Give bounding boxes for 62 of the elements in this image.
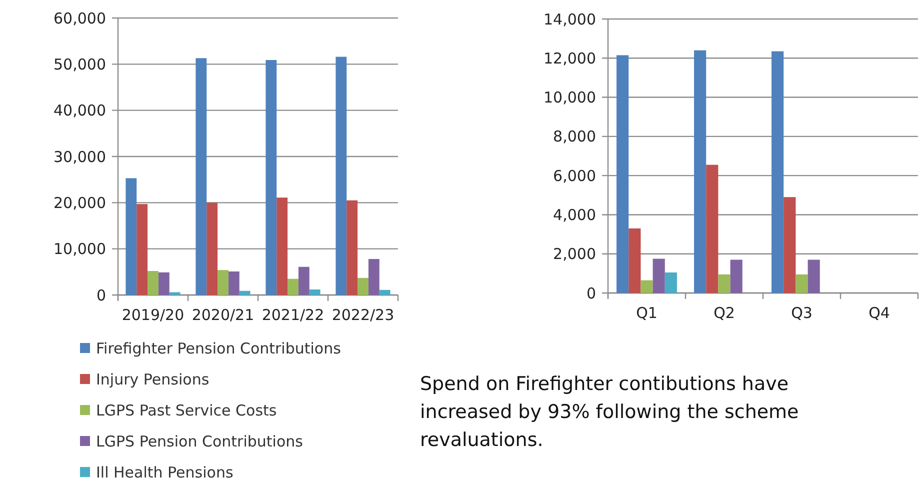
legend-label: Firefighter Pension Contributions xyxy=(96,339,342,358)
y-tick-label: 50,000 xyxy=(54,55,106,74)
bar xyxy=(694,50,706,293)
x-tick-label: 2021/22 xyxy=(262,306,324,324)
bar xyxy=(640,280,653,293)
bar xyxy=(772,51,784,293)
bar xyxy=(336,56,347,295)
bar xyxy=(652,258,665,293)
bar xyxy=(784,197,796,293)
bar xyxy=(706,164,718,293)
bar xyxy=(196,58,207,295)
bar xyxy=(346,200,358,295)
bar xyxy=(796,274,808,293)
bar xyxy=(298,266,310,295)
bar xyxy=(239,290,250,295)
bar xyxy=(169,292,180,295)
x-tick-label: Q2 xyxy=(714,304,735,322)
y-tick-label: 12,000 xyxy=(544,49,596,68)
text: Spend on Firefighter contibutions have increased by 93% following the scheme revaluations. xyxy=(420,373,799,451)
x-tick-label: 2019/20 xyxy=(122,306,184,324)
x-tick-label: 2022/23 xyxy=(332,306,394,324)
bar xyxy=(158,272,170,295)
bar xyxy=(358,278,368,295)
legend-label: Ill Health Pensions xyxy=(96,463,234,482)
bar xyxy=(276,198,288,295)
x-tick-label: Q4 xyxy=(868,304,890,322)
y-tick-label: 10,000 xyxy=(544,88,596,107)
bar xyxy=(664,272,677,293)
y-tick-label: 0 xyxy=(96,286,106,304)
legend-label: LGPS Past Service Costs xyxy=(96,401,277,420)
y-tick-label: 60,000 xyxy=(54,9,106,28)
bar xyxy=(379,290,390,295)
legend-label: LGPS Pension Contributions xyxy=(96,432,304,450)
bar xyxy=(288,278,298,295)
y-tick-label: 30,000 xyxy=(54,148,106,166)
y-tick-label: 0 xyxy=(586,284,596,302)
bar xyxy=(148,270,158,295)
y-tick-label: 10,000 xyxy=(54,240,106,258)
bar xyxy=(266,60,277,295)
bar xyxy=(126,178,137,295)
x-tick-label: 2020/21 xyxy=(192,306,254,324)
bar xyxy=(228,271,240,295)
legend-label: Injury Pensions xyxy=(96,370,210,388)
y-tick-label: 20,000 xyxy=(54,194,106,212)
bar xyxy=(718,274,730,293)
x-tick-label: Q3 xyxy=(791,304,812,322)
y-tick-label: 4,000 xyxy=(553,206,596,224)
bar xyxy=(616,55,629,293)
y-tick-label: 40,000 xyxy=(54,102,106,120)
bar xyxy=(206,202,218,295)
y-tick-label: 2,000 xyxy=(553,245,596,264)
bar xyxy=(136,204,148,295)
bar xyxy=(730,260,742,293)
y-tick-label: 8,000 xyxy=(553,128,596,146)
bar xyxy=(628,228,641,293)
bar xyxy=(368,258,380,295)
bar xyxy=(309,289,320,295)
y-tick-label: 6,000 xyxy=(553,166,596,185)
x-tick-label: Q1 xyxy=(636,304,658,322)
y-tick-label: 14,000 xyxy=(544,10,596,28)
bar xyxy=(808,260,820,293)
bar xyxy=(218,270,228,295)
